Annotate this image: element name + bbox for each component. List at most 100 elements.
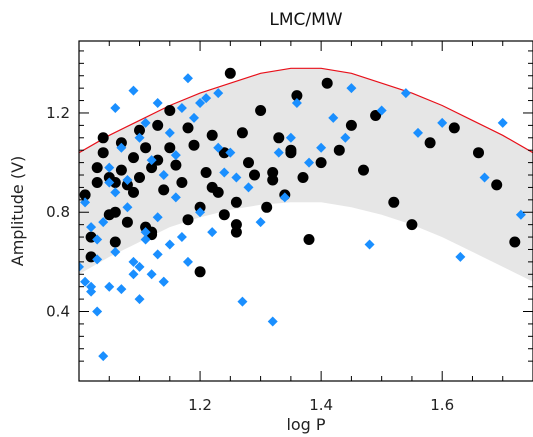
black-point [218, 209, 230, 221]
blue-point [92, 234, 103, 245]
blue-point [140, 227, 151, 238]
blue-point [164, 239, 175, 250]
blue-point [213, 142, 224, 153]
blue-point [110, 187, 121, 198]
blue-point [86, 281, 97, 292]
blue-point [146, 155, 157, 166]
blue-point [170, 192, 181, 203]
blue-point [267, 316, 278, 327]
blue-point [176, 232, 187, 243]
blue-point [255, 217, 266, 228]
black-point [297, 172, 309, 183]
blue-point [122, 202, 133, 213]
black-point [473, 147, 484, 159]
black-point [140, 142, 152, 154]
blue-point [134, 132, 145, 143]
black-point [109, 236, 121, 248]
blue-point [134, 294, 145, 305]
blue-point [400, 88, 411, 99]
black-point [91, 162, 103, 174]
black-point [79, 189, 91, 201]
black-point [509, 236, 521, 248]
plot-frame [78, 40, 533, 382]
blue-point [79, 261, 84, 272]
blue-point [455, 251, 466, 262]
envelope-upper-curve [79, 67, 533, 154]
blue-point [376, 105, 387, 116]
black-point [97, 132, 109, 144]
black-point [134, 124, 145, 136]
blue-point [304, 157, 315, 168]
blue-point [146, 269, 157, 280]
black-point [224, 67, 236, 79]
blue-point [140, 234, 151, 245]
black-point [152, 154, 164, 166]
blue-point [316, 142, 327, 153]
black-point [345, 119, 357, 131]
blue-point [110, 103, 121, 114]
blue-point [86, 222, 97, 233]
blue-point [98, 351, 109, 362]
black-point [121, 216, 133, 228]
x-tick-label: 1.4 [309, 396, 333, 414]
blue-point [158, 276, 169, 287]
black-point [128, 186, 139, 198]
blue-point [195, 98, 206, 109]
black-point [206, 181, 218, 193]
black-point [164, 142, 176, 154]
blue-point [128, 269, 139, 280]
y-axis-label: Amplitude (V) [8, 156, 27, 267]
blue-point [328, 112, 339, 123]
black-point [491, 179, 503, 191]
black-point [194, 266, 206, 278]
y-tick-label: 0.4 [46, 303, 70, 321]
black-point [128, 152, 139, 164]
axis-ticks [78, 41, 533, 381]
blue-point [219, 167, 230, 178]
blue-point [116, 284, 127, 295]
black-point [188, 139, 200, 151]
black-point [230, 226, 242, 238]
blue-point [346, 83, 357, 94]
black-point [406, 219, 418, 231]
blue-point [273, 147, 284, 158]
black-point [388, 196, 400, 208]
black-point [109, 206, 121, 218]
blue-point [98, 217, 109, 228]
y-tick-label: 0.8 [46, 203, 70, 221]
blue-point [104, 162, 115, 173]
black-point [164, 105, 176, 116]
black-point [255, 105, 267, 116]
series-black-circles [79, 67, 521, 278]
blue-point [231, 172, 242, 183]
blue-point [164, 127, 175, 138]
blue-point [207, 227, 218, 238]
black-point [109, 177, 121, 188]
black-point [261, 201, 273, 213]
black-point [448, 122, 460, 134]
blue-point [201, 93, 212, 104]
black-point [249, 169, 260, 181]
blue-point [479, 172, 490, 183]
blue-point [213, 88, 224, 99]
black-point [315, 157, 327, 169]
black-point [146, 162, 158, 174]
axis-tick-labels: 1.2 1.4 1.6 0.4 0.8 1.2 [46, 104, 454, 414]
blue-point [279, 192, 290, 203]
blue-point [243, 182, 254, 193]
black-point [321, 77, 333, 89]
blue-point [497, 117, 508, 128]
blue-point [122, 174, 133, 185]
blue-point [152, 212, 163, 223]
blue-point [176, 103, 187, 114]
black-point [243, 157, 254, 169]
blue-point [195, 207, 206, 218]
x-tick-label: 1.2 [188, 396, 212, 414]
black-point [303, 234, 315, 245]
blue-point [92, 254, 103, 265]
blue-point [237, 296, 248, 307]
black-point [200, 167, 212, 178]
black-point [358, 164, 369, 176]
black-point [424, 137, 436, 149]
y-tick-label: 1.2 [46, 104, 70, 122]
